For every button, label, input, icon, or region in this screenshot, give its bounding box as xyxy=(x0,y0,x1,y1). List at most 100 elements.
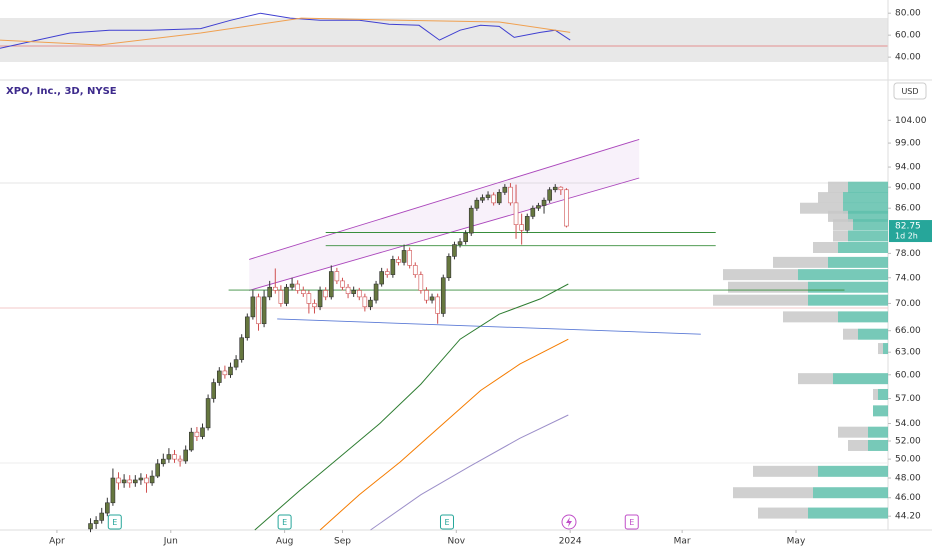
currency-button[interactable] xyxy=(893,82,927,100)
candle-body xyxy=(412,265,418,275)
profile-down xyxy=(733,487,813,499)
profile-down xyxy=(713,294,808,306)
indicator-line xyxy=(0,17,571,46)
profile-down xyxy=(838,426,868,438)
profile-up xyxy=(808,281,888,293)
y-tick-label: 57.00 xyxy=(895,394,921,404)
candle-body xyxy=(491,194,496,204)
candle-body xyxy=(463,232,468,242)
y-tick-label: 52.00 xyxy=(895,436,921,446)
y-tick-label: 74.00 xyxy=(895,273,921,283)
candle-body xyxy=(530,207,536,217)
candle-body xyxy=(267,286,272,298)
profile-down xyxy=(848,439,868,451)
candle-body xyxy=(429,296,435,301)
candle-body xyxy=(468,207,474,234)
candle-body xyxy=(121,479,127,484)
profile-down xyxy=(833,219,853,231)
channel-fill xyxy=(249,139,640,291)
earnings-marker[interactable] xyxy=(439,514,454,530)
candle-body xyxy=(519,224,524,231)
candle-body xyxy=(194,431,200,437)
x-tick-label: Aug xyxy=(276,537,294,547)
candle-body xyxy=(295,283,300,291)
candle-body xyxy=(272,286,278,291)
candle-body xyxy=(306,293,312,304)
last-price-box xyxy=(889,220,932,243)
y-tick-label: 99.00 xyxy=(895,139,921,149)
profile-up xyxy=(858,328,888,340)
candle-body xyxy=(200,427,205,437)
profile-up xyxy=(878,388,888,400)
candle-body xyxy=(244,316,250,339)
profile-up xyxy=(838,241,888,253)
earnings-marker[interactable] xyxy=(107,514,122,530)
moving-average xyxy=(370,414,569,531)
profile-down xyxy=(843,328,858,340)
earnings-marker[interactable] xyxy=(624,514,639,530)
candle-body xyxy=(446,256,452,279)
candle-body xyxy=(183,449,188,462)
earnings-label: E xyxy=(629,518,634,527)
candle-body xyxy=(558,186,564,191)
x-tick-label: Mar xyxy=(674,537,691,547)
y-tick-label: 90.00 xyxy=(895,183,921,193)
candle-body xyxy=(496,192,502,204)
profile-down xyxy=(783,311,838,323)
candle-body xyxy=(172,454,177,460)
candle-body xyxy=(552,186,558,191)
y-tick-label: 63.00 xyxy=(895,348,921,358)
profile-up xyxy=(843,202,888,214)
candle-body xyxy=(340,280,345,288)
profile-up xyxy=(873,405,888,417)
candle-body xyxy=(474,199,480,209)
x-tick-label: Sep xyxy=(334,537,351,547)
earnings-label: E xyxy=(112,518,117,527)
candle-body xyxy=(300,290,306,294)
profile-up xyxy=(883,343,888,355)
profile-down xyxy=(758,507,808,519)
candle-body xyxy=(547,189,552,201)
drawing-line xyxy=(249,138,640,260)
y-tick-label: 40.00 xyxy=(895,53,921,63)
profile-up xyxy=(808,294,888,306)
profile-up xyxy=(838,311,888,323)
x-tick-label: Apr xyxy=(49,537,65,547)
candle-body xyxy=(373,283,379,301)
y-tick-label: 60.00 xyxy=(895,370,921,380)
profile-down xyxy=(873,388,878,400)
y-tick-label: 104.00 xyxy=(895,116,927,126)
candle-body xyxy=(149,475,155,484)
y-tick-label: 66.00 xyxy=(895,326,921,336)
candle-body xyxy=(452,244,457,257)
candle-body xyxy=(418,274,424,291)
profile-up xyxy=(848,181,888,193)
candle-body xyxy=(396,259,401,263)
drawing-line xyxy=(249,177,640,291)
candle-body xyxy=(105,502,110,514)
candle-body xyxy=(144,477,149,484)
profile-up xyxy=(868,439,888,451)
currency-label: USD xyxy=(901,87,918,96)
candle-body xyxy=(188,431,194,451)
x-tick-label: May xyxy=(787,537,806,547)
earnings-marker[interactable] xyxy=(277,514,292,530)
profile-up xyxy=(798,269,888,281)
y-tick-label: 70.00 xyxy=(895,299,921,309)
drawing-line xyxy=(277,318,701,335)
candle-body xyxy=(508,186,513,204)
candle-body xyxy=(317,290,323,308)
profile-down xyxy=(753,465,818,477)
symbol-title: XPO, Inc., 3D, NYSE xyxy=(6,86,117,97)
x-tick-label: 2024 xyxy=(559,537,582,547)
y-tick-label: 78.00 xyxy=(895,249,921,259)
candle-body xyxy=(127,479,133,484)
y-tick-label: 46.00 xyxy=(895,493,921,503)
candle-body xyxy=(334,271,340,282)
candle-body xyxy=(110,477,116,504)
candle-body xyxy=(502,186,508,193)
candle-body xyxy=(205,398,211,429)
profile-up xyxy=(818,465,888,477)
candle-body xyxy=(379,271,384,285)
candle-body xyxy=(524,216,530,231)
